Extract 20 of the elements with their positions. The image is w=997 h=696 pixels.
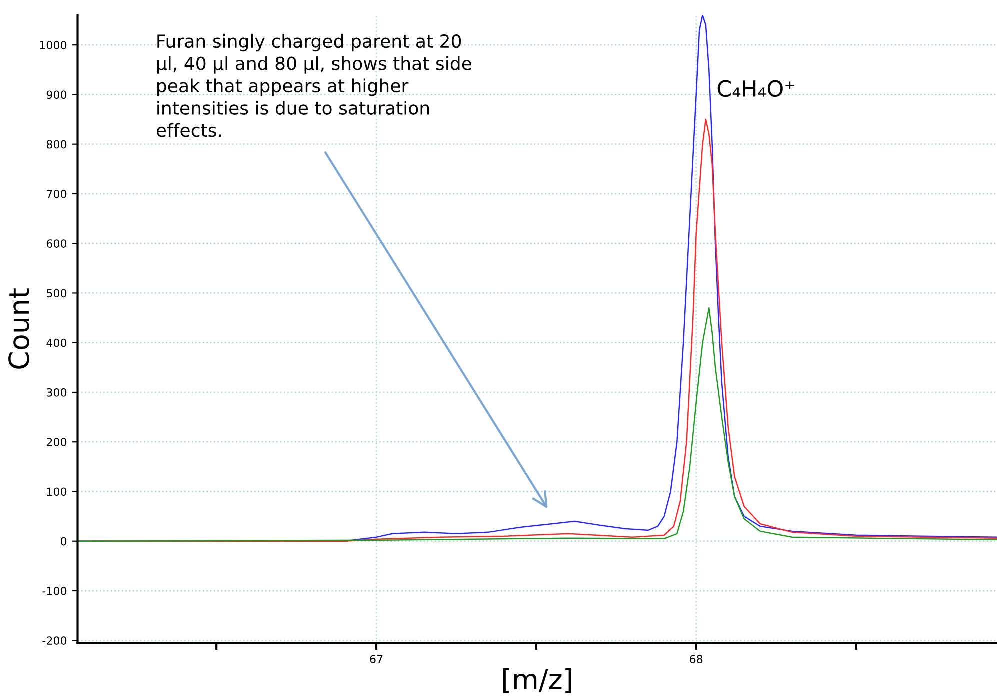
annotation: C₄H₄O⁺ xyxy=(718,80,794,98)
y-tick-label: 0 xyxy=(61,537,67,546)
y-tick-label: 800 xyxy=(46,140,67,149)
y-tick-label: 600 xyxy=(46,240,67,248)
annotation: Furan singly charged parent at 20 µl, 40 µl and 80 µl, shows that side peak that appears at higher intensities is due to saturation effects. xyxy=(156,34,472,138)
x-tick-label: 67 xyxy=(370,655,383,664)
y-tick-label: 500 xyxy=(47,289,67,298)
y-tick-label: 900 xyxy=(46,90,67,100)
y-tick-label: 300 xyxy=(46,388,67,397)
y-tick-label: 200 xyxy=(46,438,67,446)
y-tick-label: 100 xyxy=(47,488,67,496)
y-axis-title: Count xyxy=(8,288,30,369)
y-tick-label: -200 xyxy=(42,636,67,645)
y-tick-label: 1000 xyxy=(40,41,67,50)
y-tick-label: 700 xyxy=(47,190,67,198)
y-tick-label: -100 xyxy=(42,586,67,596)
x-axis-title: [m/z] xyxy=(503,668,572,694)
y-tick-label: 400 xyxy=(46,338,67,348)
line-series xyxy=(78,307,997,542)
x-tick-label: 68 xyxy=(690,655,703,664)
